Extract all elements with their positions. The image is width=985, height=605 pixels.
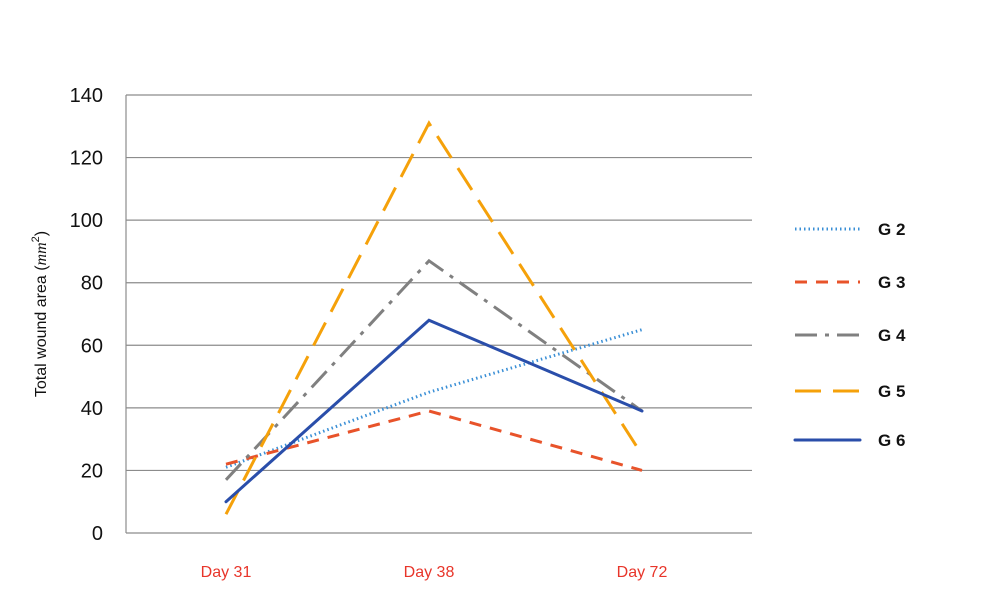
y-tick-label: 140 [70, 85, 103, 107]
x-axis-ticks: Day 31 Day 38 Day 72 [201, 564, 668, 581]
y-axis-label: Total wound area (mm2) [30, 231, 50, 397]
x-tick-label: Day 38 [404, 564, 455, 581]
legend: G 2 G 3 G 4 G 5 G 6 [793, 220, 906, 450]
series-line-g5 [224, 120, 644, 515]
x-tick-label: Day 72 [617, 564, 668, 581]
y-tick-label: 20 [81, 460, 103, 482]
y-tick-label: 80 [81, 273, 103, 295]
series-line-g3 [225, 409, 643, 472]
y-tick-label: 60 [81, 335, 103, 357]
legend-label: G 6 [878, 431, 905, 450]
y-tick-label: 120 [70, 148, 103, 170]
legend-label: G 3 [878, 273, 905, 292]
x-tick-label: Day 31 [201, 564, 252, 581]
legend-label: G 4 [878, 326, 906, 345]
series-lines [224, 120, 644, 515]
legend-label: G 2 [878, 220, 905, 239]
series-line-g4 [224, 258, 643, 481]
y-axis-ticks: 0 20 40 60 80 100 120 140 [70, 85, 103, 545]
legend-label: G 5 [878, 382, 905, 401]
y-tick-label: 40 [81, 398, 103, 420]
gridlines [125, 94, 752, 534]
y-tick-label: 100 [70, 210, 103, 232]
series-line-g6 [224, 318, 644, 504]
y-tick-label: 0 [92, 523, 103, 545]
